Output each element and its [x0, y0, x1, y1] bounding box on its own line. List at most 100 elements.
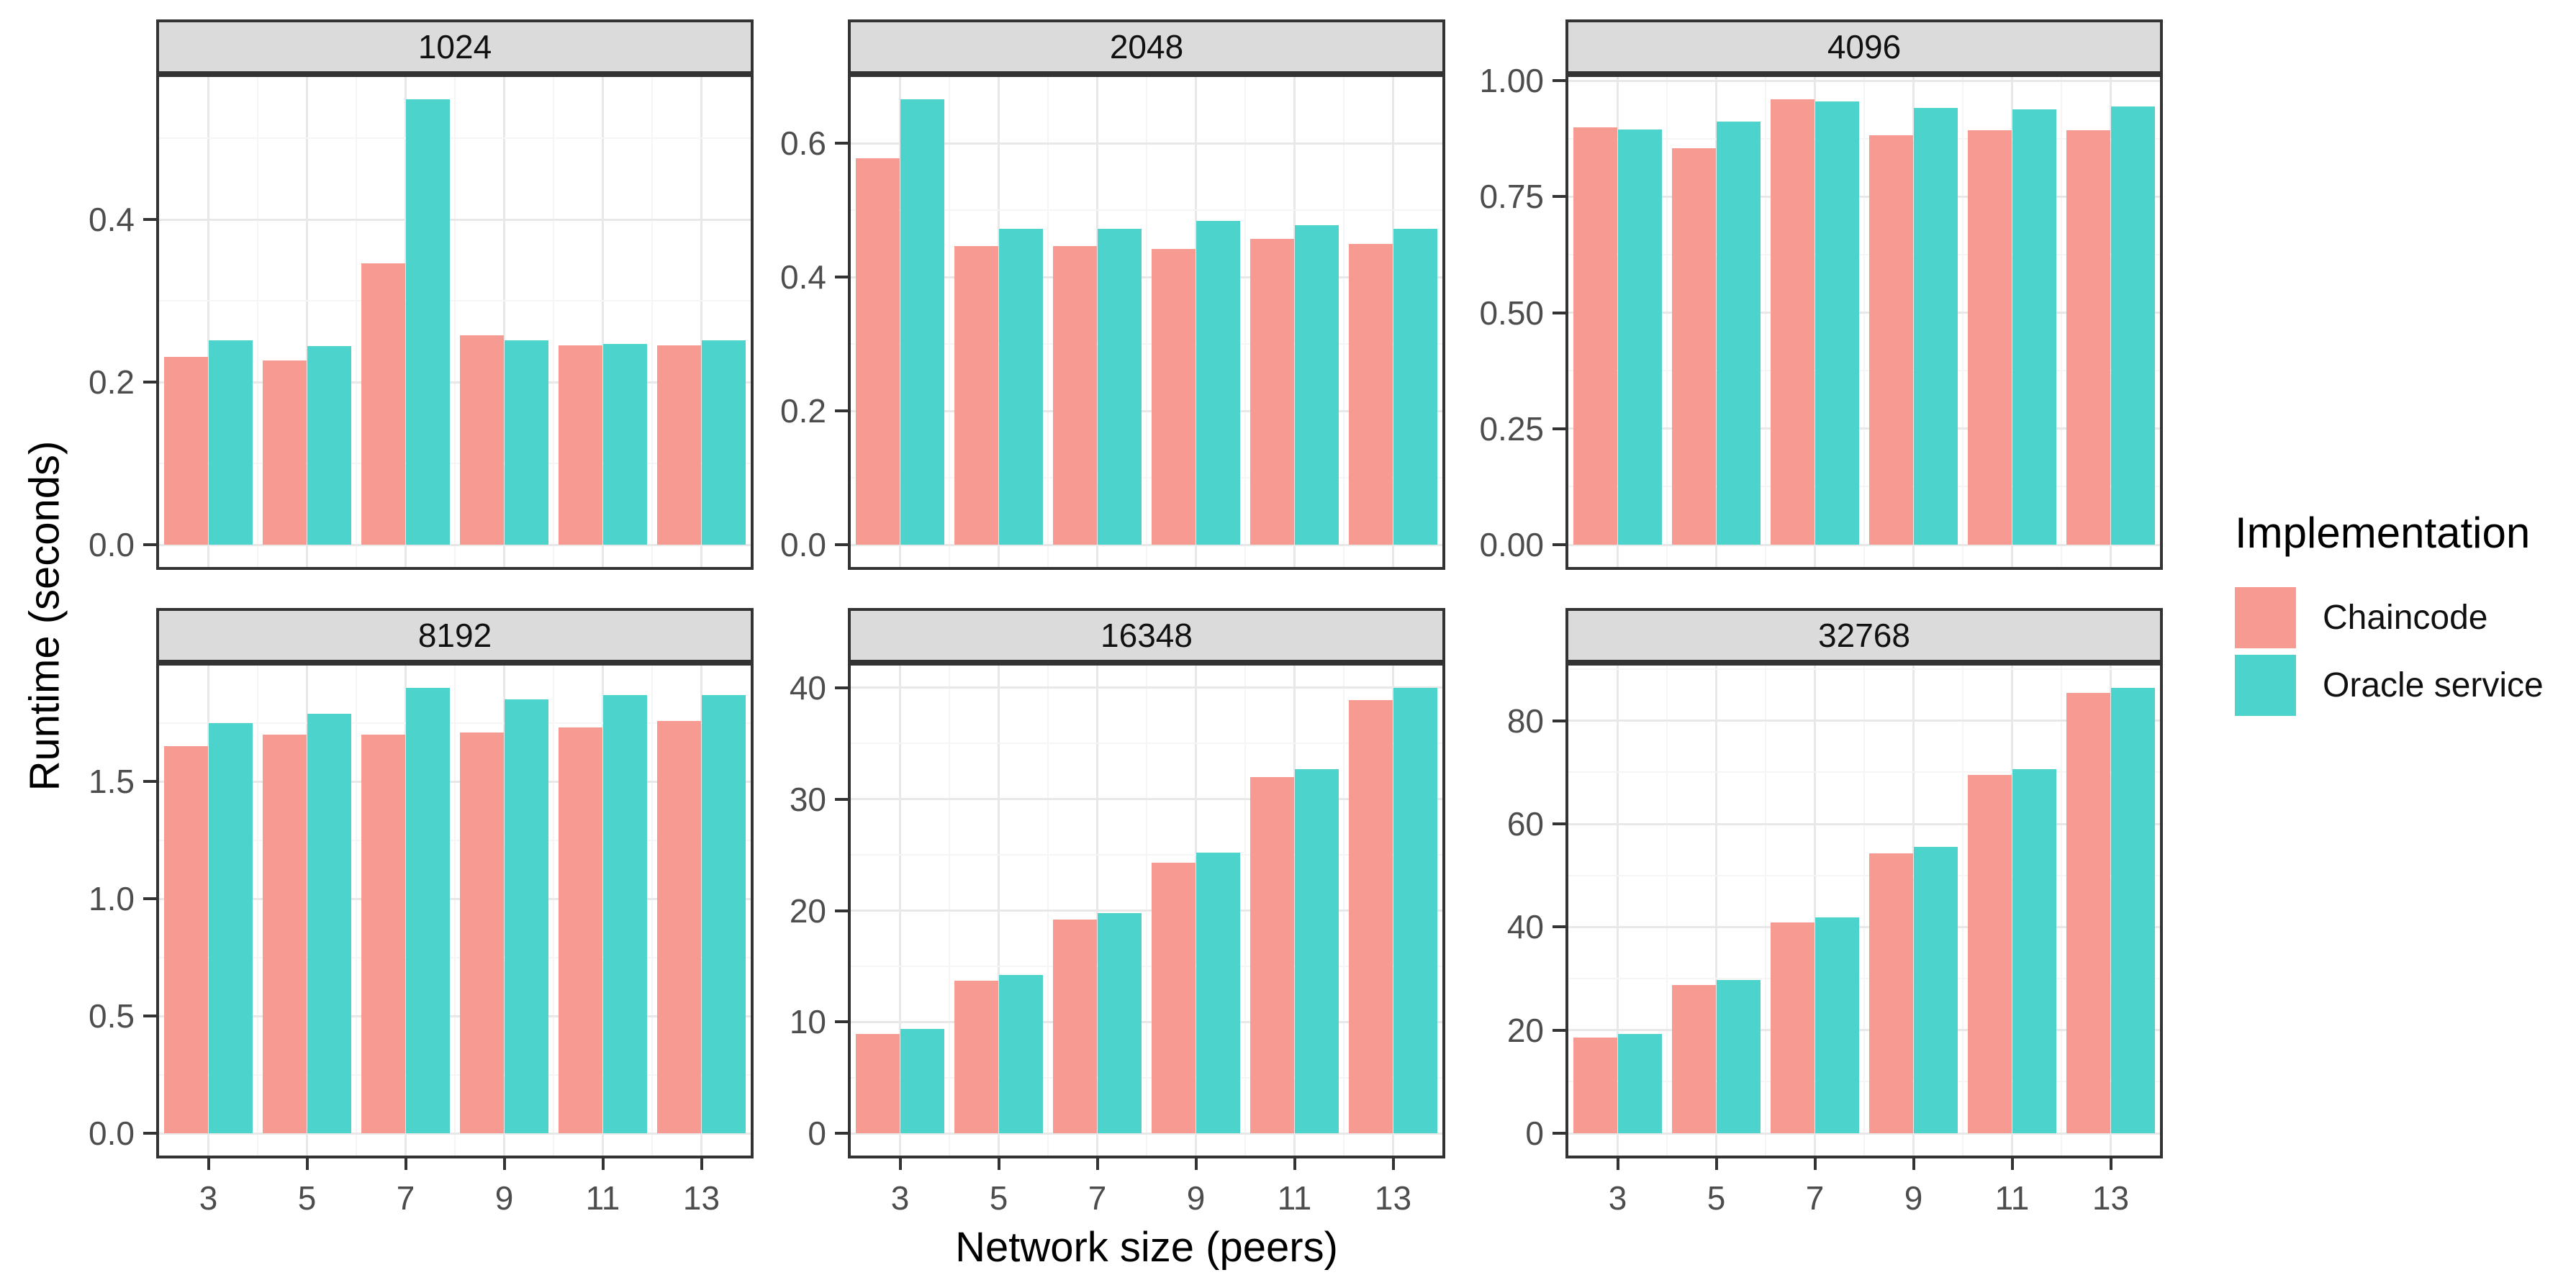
bar-chaincode-peers-9 — [1868, 135, 1914, 545]
y-tick-mark — [143, 1015, 156, 1018]
y-tick-mark — [1553, 925, 1565, 929]
x-tick-mark — [1714, 1158, 1718, 1170]
gridline-y-major — [851, 1132, 1442, 1135]
gridline-x-minor — [1244, 77, 1246, 567]
y-tick-mark — [835, 543, 848, 547]
gridline-y-minor — [159, 839, 751, 841]
bar-oracle-service-peers-7 — [1097, 912, 1142, 1134]
y-tick-mark — [835, 909, 848, 912]
gridline-x-minor — [553, 666, 554, 1156]
gridline-x-minor — [356, 666, 357, 1156]
gridline-x-major — [1715, 666, 1717, 1156]
y-axis-title: Runtime (seconds) — [21, 440, 68, 791]
y-tick-label: 1.0 — [89, 880, 135, 918]
facet-strip-8192: 8192 — [156, 608, 754, 663]
x-tick-mark — [207, 1158, 210, 1170]
bar-oracle-service-peers-13 — [1393, 687, 1438, 1134]
bar-chaincode-peers-7 — [1770, 99, 1815, 545]
gridline-y-major — [1568, 925, 2160, 928]
bar-oracle-service-peers-3 — [208, 722, 253, 1134]
y-tick-label: 0.00 — [1479, 526, 1544, 564]
y-tick-mark — [835, 686, 848, 689]
x-tick-mark — [1813, 1158, 1817, 1170]
gridline-y-major — [159, 381, 751, 384]
y-tick-mark — [1553, 195, 1565, 199]
facet-panel-1024 — [156, 74, 754, 570]
bar-oracle-service-peers-3 — [208, 340, 253, 545]
facet-panel-32768 — [1565, 663, 2163, 1158]
y-tick-mark — [835, 1020, 848, 1024]
y-tick-label: 40 — [789, 668, 826, 707]
bar-chaincode-peers-7 — [1052, 919, 1098, 1134]
gridline-y-major — [1568, 822, 2160, 825]
y-tick-label: 1.5 — [89, 763, 135, 801]
y-tick-label: 0.25 — [1479, 409, 1544, 448]
bar-oracle-service-peers-13 — [701, 340, 746, 545]
gridline-x-minor — [257, 666, 258, 1156]
y-tick-mark — [143, 218, 156, 222]
x-tick-label: 7 — [1805, 1179, 1825, 1217]
x-tick-label: 3 — [199, 1179, 218, 1217]
bar-chaincode-peers-11 — [1967, 775, 2012, 1134]
bar-oracle-service-peers-9 — [1196, 853, 1241, 1134]
x-tick-mark — [1616, 1158, 1619, 1170]
x-tick-mark — [404, 1158, 407, 1170]
bar-oracle-service-peers-3 — [900, 1028, 945, 1134]
x-tick-mark — [1095, 1158, 1099, 1170]
gridline-x-major — [700, 77, 702, 567]
gridline-y-major — [1568, 543, 2160, 546]
y-tick-label: 0.50 — [1479, 294, 1544, 332]
x-tick-label: 9 — [1904, 1179, 1923, 1217]
y-tick-mark — [1553, 543, 1565, 547]
y-tick-mark — [835, 276, 848, 279]
gridline-x-minor — [454, 77, 456, 567]
gridline-y-minor — [1568, 978, 2160, 980]
y-tick-label: 0.2 — [780, 392, 826, 430]
gridline-y-minor — [1568, 874, 2160, 876]
bar-oracle-service-peers-11 — [1294, 224, 1339, 545]
x-tick-mark — [700, 1158, 703, 1170]
gridline-y-minor — [159, 300, 751, 302]
y-tick-label: 30 — [789, 780, 826, 818]
bar-chaincode-peers-11 — [558, 345, 603, 545]
bar-chaincode-peers-3 — [163, 357, 209, 545]
y-tick-label: 0.75 — [1479, 178, 1544, 216]
bar-oracle-service-peers-11 — [602, 344, 648, 545]
bar-oracle-service-peers-7 — [1097, 229, 1142, 545]
facet-panel-16348 — [848, 663, 1445, 1158]
x-tick-mark — [305, 1158, 309, 1170]
legend-label-chaincode: Chaincode — [2323, 599, 2488, 637]
x-tick-mark — [2010, 1158, 2014, 1170]
gridline-y-minor — [1568, 137, 2160, 140]
y-tick-label: 40 — [1506, 908, 1544, 946]
gridline-x-minor — [1765, 77, 1766, 567]
bar-chaincode-peers-11 — [1967, 130, 2012, 545]
bar-oracle-service-peers-9 — [1196, 221, 1241, 545]
facet-strip-2048: 2048 — [848, 19, 1445, 74]
x-tick-label: 7 — [396, 1179, 415, 1217]
y-tick-label: 0 — [1525, 1115, 1544, 1153]
gridline-y-minor — [851, 477, 1442, 479]
bar-oracle-service-peers-5 — [307, 346, 352, 545]
gridline-x-major — [1617, 666, 1619, 1156]
gridline-x-minor — [454, 666, 456, 1156]
gridline-y-minor — [851, 854, 1442, 856]
bar-chaincode-peers-11 — [558, 727, 603, 1134]
bar-chaincode-peers-13 — [2066, 693, 2111, 1134]
x-tick-label: 5 — [989, 1179, 1008, 1217]
y-tick-label: 1.00 — [1479, 62, 1544, 100]
bar-oracle-service-peers-5 — [1716, 121, 1761, 545]
gridline-y-minor — [159, 722, 751, 724]
bar-oracle-service-peers-11 — [1294, 768, 1339, 1134]
bar-chaincode-peers-5 — [954, 981, 999, 1134]
gridline-y-major — [851, 409, 1442, 412]
bar-chaincode-peers-5 — [262, 735, 307, 1134]
gridline-y-major — [159, 1132, 751, 1135]
gridline-y-minor — [1568, 253, 2160, 255]
bar-chaincode-peers-13 — [656, 720, 702, 1134]
y-tick-label: 0.2 — [89, 363, 135, 401]
x-tick-mark — [898, 1158, 902, 1170]
gridline-y-major — [159, 780, 751, 783]
gridline-x-minor — [1962, 77, 1963, 567]
